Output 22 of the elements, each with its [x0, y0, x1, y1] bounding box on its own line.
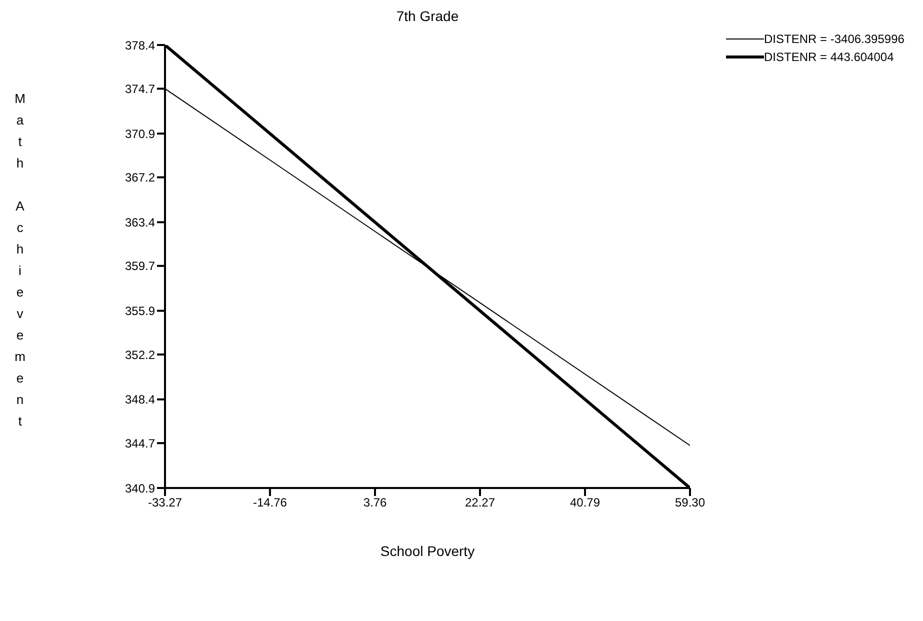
y-tick-label: 348.4	[124, 392, 156, 407]
y-tick-label: 352.2	[124, 348, 156, 362]
y-tick-label: 374.7	[124, 82, 156, 96]
y-tick-label: 370.9	[124, 126, 156, 141]
x-tick-label: 22.27	[464, 496, 496, 510]
y-tick-label: 378.4	[124, 38, 156, 52]
y-tick-label: 359.7	[124, 259, 156, 274]
x-tick-label: 3.76	[363, 496, 388, 510]
legend-label: DISTENR = 443.604004	[764, 50, 894, 64]
y-tick-label: 363.4	[124, 215, 156, 230]
y-tick-label: 344.7	[124, 436, 156, 450]
x-axis-title: School Poverty	[380, 543, 475, 559]
x-tick-label: -33.27	[148, 496, 182, 510]
y-tick-label: 340.9	[124, 481, 156, 496]
chart-title: 7th Grade	[395, 8, 460, 24]
y-tick-label: 355.9	[124, 304, 156, 318]
x-tick-label: -14.76	[252, 496, 288, 510]
legend-label: DISTENR = -3406.395996	[764, 32, 904, 46]
x-tick-label: 59.30	[674, 496, 706, 510]
x-tick-label: 40.79	[570, 496, 600, 510]
y-tick-label: 367.2	[124, 170, 156, 185]
text: Math Achievement	[14, 91, 26, 428]
